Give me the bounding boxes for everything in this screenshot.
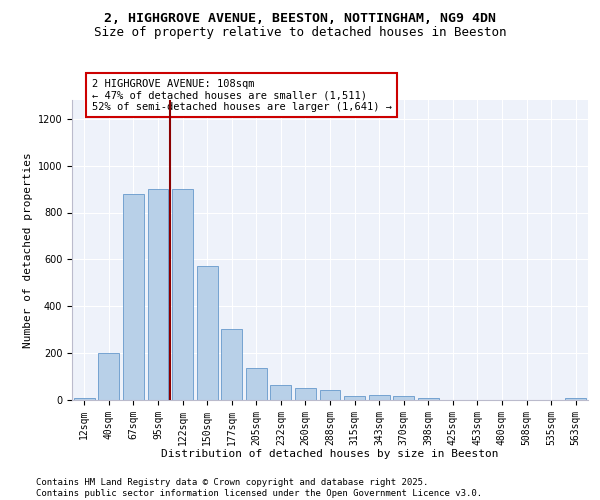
X-axis label: Distribution of detached houses by size in Beeston: Distribution of detached houses by size … [161,449,499,459]
Text: Contains HM Land Registry data © Crown copyright and database right 2025.
Contai: Contains HM Land Registry data © Crown c… [36,478,482,498]
Y-axis label: Number of detached properties: Number of detached properties [23,152,34,348]
Bar [74,398,95,400]
Bar [271,386,292,400]
Text: 2 HIGHGROVE AVENUE: 108sqm
← 47% of detached houses are smaller (1,511)
52% of s: 2 HIGHGROVE AVENUE: 108sqm ← 47% of deta… [92,78,392,112]
Bar [344,396,365,400]
Bar [197,266,218,400]
Bar [565,398,586,400]
Text: 2, HIGHGROVE AVENUE, BEESTON, NOTTINGHAM, NG9 4DN: 2, HIGHGROVE AVENUE, BEESTON, NOTTINGHAM… [104,12,496,26]
Bar [246,368,267,400]
Bar [295,388,316,400]
Bar [172,189,193,400]
Bar [418,398,439,400]
Text: Size of property relative to detached houses in Beeston: Size of property relative to detached ho… [94,26,506,39]
Bar [320,390,340,400]
Bar [98,353,119,400]
Bar [123,194,144,400]
Bar [221,328,242,400]
Bar [148,189,169,400]
Bar [393,396,414,400]
Bar [368,396,389,400]
